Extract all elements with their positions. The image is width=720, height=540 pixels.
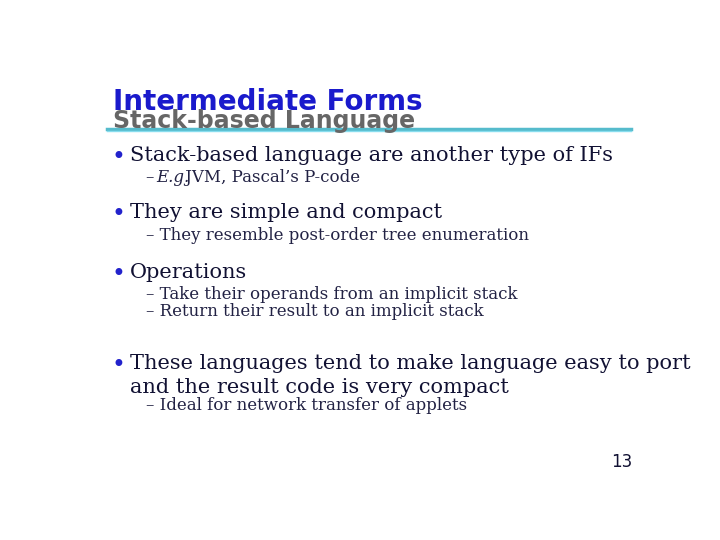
Text: •: •: [112, 354, 125, 376]
Text: – Return their result to an implicit stack: – Return their result to an implicit sta…: [145, 303, 483, 320]
Text: They are simple and compact: They are simple and compact: [130, 204, 442, 222]
Text: These languages tend to make language easy to port
and the result code is very c: These languages tend to make language ea…: [130, 354, 691, 397]
Text: Operations: Operations: [130, 262, 248, 282]
Text: –: –: [145, 168, 159, 186]
Text: 13: 13: [611, 454, 632, 471]
Text: – Ideal for network transfer of applets: – Ideal for network transfer of applets: [145, 397, 467, 414]
Text: •: •: [112, 262, 125, 286]
Text: •: •: [112, 146, 125, 168]
Text: •: •: [112, 204, 125, 226]
Text: Intermediate Forms: Intermediate Forms: [113, 88, 423, 116]
Text: – They resemble post-order tree enumeration: – They resemble post-order tree enumerat…: [145, 226, 528, 244]
Text: Stack-based Language: Stack-based Language: [113, 109, 415, 133]
Text: E.g.: E.g.: [157, 168, 190, 186]
Text: JVM, Pascal’s P-code: JVM, Pascal’s P-code: [180, 168, 360, 186]
Text: – Take their operands from an implicit stack: – Take their operands from an implicit s…: [145, 286, 517, 303]
Text: Stack-based language are another type of IFs: Stack-based language are another type of…: [130, 146, 613, 165]
